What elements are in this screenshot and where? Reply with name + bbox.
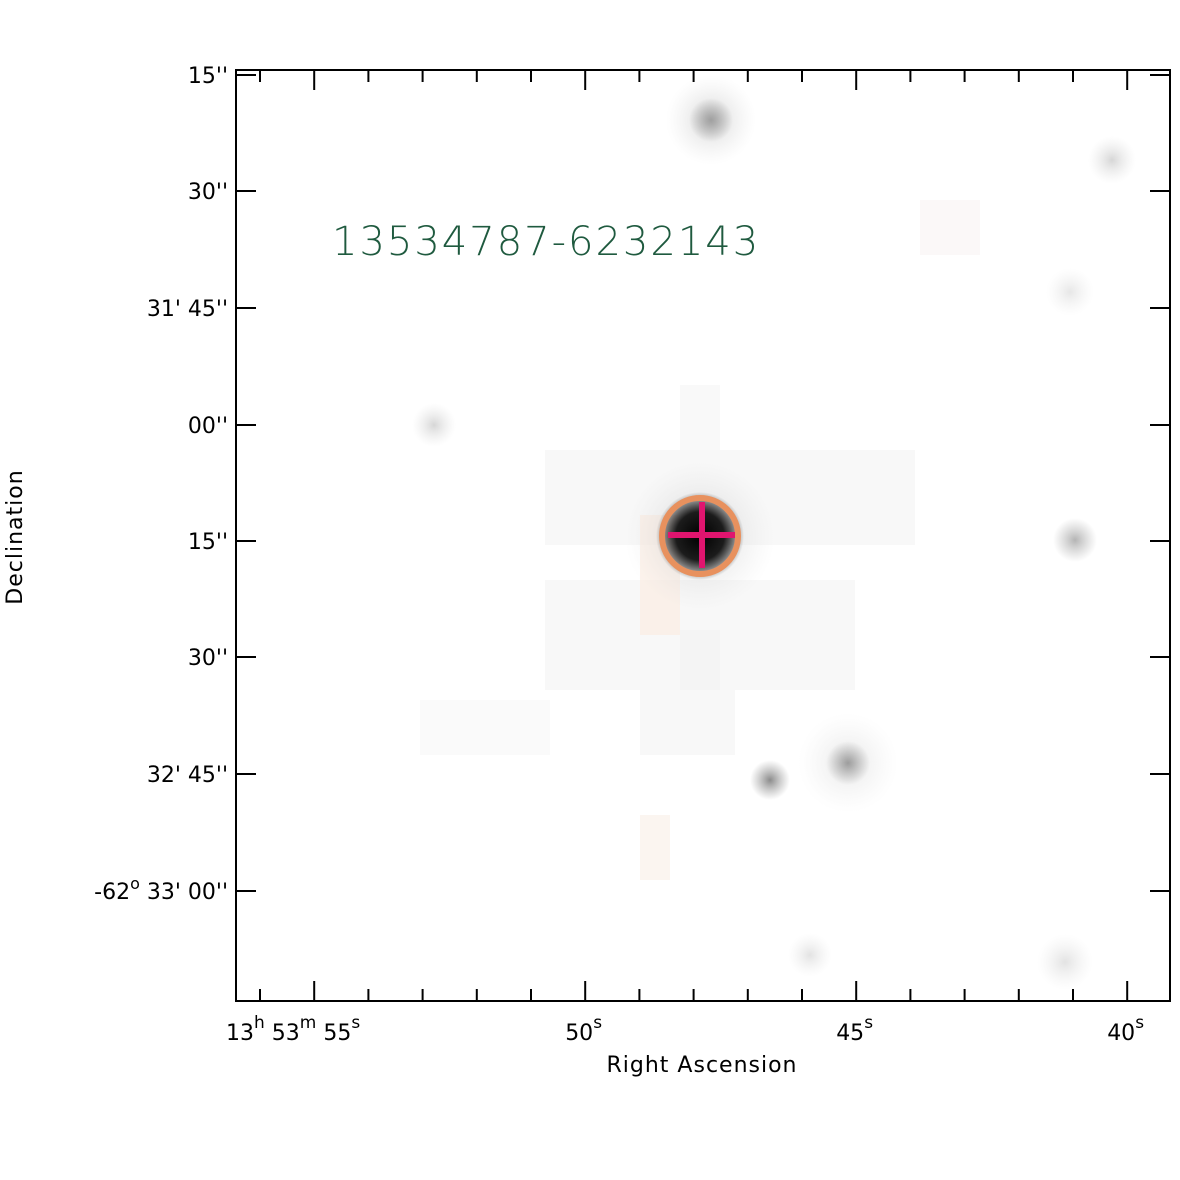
faint-star bbox=[412, 403, 456, 447]
ra-tick-label: 40s bbox=[1107, 1013, 1144, 1046]
dec-tick-label: 15'' bbox=[188, 64, 228, 89]
noise-patch bbox=[420, 700, 550, 755]
dec-tick-label: 30'' bbox=[188, 180, 228, 205]
y-axis-title: Declination bbox=[3, 469, 28, 604]
dec-tick-label: 15'' bbox=[188, 530, 228, 555]
ra-minutes-unit: m bbox=[300, 1013, 317, 1033]
dec-degree-unit: o bbox=[130, 874, 140, 893]
faint-star bbox=[1046, 268, 1094, 316]
faint-star bbox=[1053, 518, 1097, 562]
ra-seconds: 40 bbox=[1107, 1021, 1135, 1046]
faint-star bbox=[666, 75, 756, 165]
plot-frame bbox=[235, 69, 1171, 1002]
noise-patch bbox=[680, 385, 720, 450]
faint-star bbox=[750, 760, 790, 800]
ra-tick-label: 13h 53m 55s bbox=[226, 1013, 360, 1046]
ra-tick-label: 45s bbox=[836, 1013, 873, 1046]
ra-seconds: 55 bbox=[316, 1021, 351, 1046]
target-circle-marker bbox=[659, 495, 741, 577]
noise-patch bbox=[640, 690, 735, 755]
object-id-label: 13534787-6232143 bbox=[332, 219, 760, 265]
target-cross-marker bbox=[668, 502, 735, 568]
dec-degrees: -62 bbox=[94, 880, 130, 905]
dec-tick-label: 31' 45'' bbox=[147, 297, 228, 322]
ra-seconds-unit: s bbox=[864, 1013, 873, 1033]
dec-tick-label: -62o 33' 00'' bbox=[94, 874, 228, 905]
ra-seconds: 50 bbox=[565, 1021, 593, 1046]
noise-patch bbox=[640, 815, 670, 880]
dec-minutes-seconds: 33' 00'' bbox=[140, 880, 228, 905]
ra-minutes: 53 bbox=[265, 1021, 300, 1046]
noise-patch bbox=[920, 200, 980, 255]
dec-tick-label: 30'' bbox=[188, 646, 228, 671]
ra-seconds-unit: s bbox=[351, 1013, 360, 1033]
sky-image bbox=[236, 70, 1170, 1001]
x-axis-title: Right Ascension bbox=[607, 1053, 798, 1078]
ra-seconds: 45 bbox=[836, 1021, 864, 1046]
ra-tick-label: 50s bbox=[565, 1013, 602, 1046]
right-ascension-tick-labels: 13h 53m 55s 50s 45s 40s bbox=[226, 1013, 1144, 1046]
dec-tick-label: 32' 45'' bbox=[147, 763, 228, 788]
faint-star bbox=[1037, 934, 1093, 990]
ra-seconds-unit: s bbox=[593, 1013, 602, 1033]
ra-hours-unit: h bbox=[254, 1013, 265, 1033]
declination-tick-labels: 15'' 30'' 31' 45'' 00'' 15'' 30'' 32' 45'' -62o… bbox=[94, 64, 228, 905]
faint-star bbox=[798, 713, 898, 813]
faint-star bbox=[1088, 136, 1136, 184]
faint-star bbox=[788, 933, 832, 977]
dec-tick-label: 00'' bbox=[188, 414, 228, 439]
noise-patch bbox=[680, 630, 720, 690]
axis-ticks bbox=[236, 70, 1170, 1001]
ra-seconds-unit: s bbox=[1135, 1013, 1144, 1033]
ra-hours: 13 bbox=[226, 1021, 254, 1046]
